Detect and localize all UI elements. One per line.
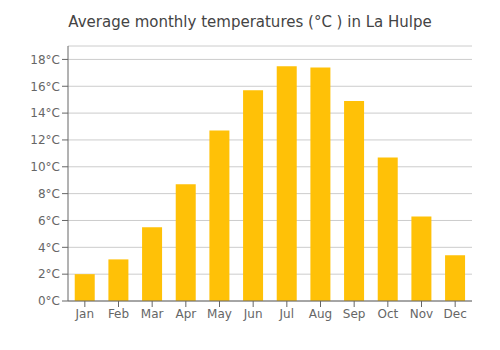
svg-text:2°C: 2°C xyxy=(38,267,60,281)
svg-text:4°C: 4°C xyxy=(38,241,60,255)
svg-text:14°C: 14°C xyxy=(30,106,60,120)
svg-text:Jul: Jul xyxy=(279,307,294,321)
svg-text:Mar: Mar xyxy=(141,307,164,321)
svg-text:6°C: 6°C xyxy=(38,214,60,228)
svg-text:0°C: 0°C xyxy=(38,294,60,308)
svg-text:Jan: Jan xyxy=(75,307,95,321)
svg-text:18°C: 18°C xyxy=(30,53,60,67)
svg-text:12°C: 12°C xyxy=(30,133,60,147)
svg-text:May: May xyxy=(207,307,232,321)
svg-text:Aug: Aug xyxy=(309,307,332,321)
svg-text:Dec: Dec xyxy=(444,307,467,321)
svg-text:Sep: Sep xyxy=(343,307,366,321)
svg-text:Feb: Feb xyxy=(108,307,129,321)
svg-text:10°C: 10°C xyxy=(30,160,60,174)
svg-text:Oct: Oct xyxy=(377,307,398,321)
svg-text:Nov: Nov xyxy=(410,307,433,321)
svg-text:Jun: Jun xyxy=(243,307,263,321)
svg-text:16°C: 16°C xyxy=(30,80,60,94)
svg-text:8°C: 8°C xyxy=(38,187,60,201)
svg-text:Apr: Apr xyxy=(175,307,196,321)
html-text:Average monthly temperatures (: Average monthly temperatures (°C ) in La… xyxy=(68,13,432,31)
